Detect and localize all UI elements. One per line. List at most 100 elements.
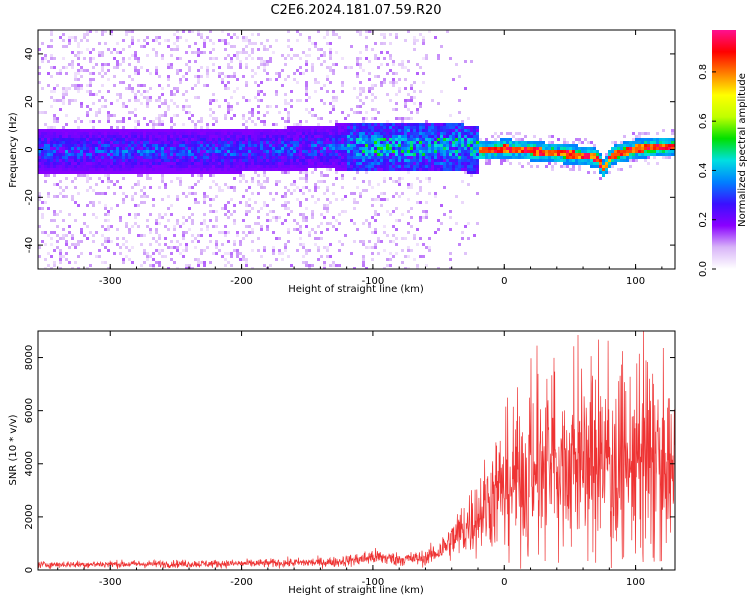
- heatmap-cell: [146, 162, 149, 165]
- heatmap-cell: [266, 147, 269, 150]
- heatmap-cell: [182, 162, 185, 165]
- heatmap-cell: [101, 180, 104, 183]
- heatmap-cell: [92, 159, 95, 162]
- heatmap-cell: [89, 72, 92, 75]
- heatmap-cell: [365, 132, 368, 135]
- heatmap-cell: [377, 144, 380, 147]
- heatmap-cell: [62, 93, 65, 96]
- heatmap-cell: [59, 186, 62, 189]
- heatmap-cell: [422, 255, 425, 258]
- heatmap-cell: [332, 159, 335, 162]
- heatmap-cell: [89, 78, 92, 81]
- heatmap-cell: [209, 261, 212, 264]
- heatmap-cell: [44, 159, 47, 162]
- heatmap-cell: [50, 141, 53, 144]
- heatmap-cell: [440, 45, 443, 48]
- heatmap-cell: [47, 84, 50, 87]
- heatmap-cell: [482, 147, 485, 150]
- heatmap-cell: [428, 159, 431, 162]
- heatmap-cell: [323, 153, 326, 156]
- heatmap-cell: [131, 36, 134, 39]
- heatmap-cell: [284, 165, 287, 168]
- heatmap-cell: [239, 60, 242, 63]
- heatmap-cell: [308, 48, 311, 51]
- heatmap-cell: [275, 93, 278, 96]
- heatmap-cell: [449, 57, 452, 60]
- heatmap-cell: [86, 111, 89, 114]
- heatmap-cell: [122, 105, 125, 108]
- heatmap-cell: [149, 243, 152, 246]
- heatmap-cell: [137, 84, 140, 87]
- heatmap-cell: [389, 150, 392, 153]
- heatmap-cell: [212, 141, 215, 144]
- snr-y-tick-label: 6000: [24, 398, 35, 423]
- heatmap-cell: [323, 126, 326, 129]
- heatmap-cell: [182, 147, 185, 150]
- heatmap-cell: [464, 138, 467, 141]
- heatmap-cell: [212, 252, 215, 255]
- heatmap-cell: [92, 171, 95, 174]
- heatmap-cell: [242, 96, 245, 99]
- heatmap-cell: [239, 159, 242, 162]
- heatmap-cell: [269, 210, 272, 213]
- heatmap-cell: [344, 147, 347, 150]
- heatmap-cell: [284, 141, 287, 144]
- heatmap-cell: [218, 66, 221, 69]
- heatmap-cell: [401, 147, 404, 150]
- heatmap-cell: [233, 249, 236, 252]
- heatmap-cell: [242, 237, 245, 240]
- heatmap-cell: [122, 165, 125, 168]
- heatmap-cell: [110, 162, 113, 165]
- heatmap-cell: [113, 66, 116, 69]
- heatmap-cell: [440, 168, 443, 171]
- heatmap-cell: [266, 177, 269, 180]
- heatmap-cell: [332, 141, 335, 144]
- heatmap-cell: [41, 156, 44, 159]
- heatmap-cell: [176, 159, 179, 162]
- heatmap-cell: [332, 30, 335, 33]
- heatmap-cell: [65, 132, 68, 135]
- heatmap-cell: [275, 216, 278, 219]
- heatmap-cell: [422, 72, 425, 75]
- heatmap-cell: [644, 156, 647, 159]
- heatmap-cell: [353, 153, 356, 156]
- heatmap-cell: [251, 69, 254, 72]
- heatmap-cell: [374, 168, 377, 171]
- heatmap-cell: [176, 129, 179, 132]
- heatmap-cell: [380, 129, 383, 132]
- heatmap-cell: [62, 129, 65, 132]
- heatmap-cell: [437, 138, 440, 141]
- snr-x-tick-label: 0: [501, 577, 507, 588]
- heatmap-cell: [242, 195, 245, 198]
- heatmap-cell: [200, 75, 203, 78]
- heatmap-cell: [440, 141, 443, 144]
- heatmap-cell: [92, 129, 95, 132]
- heatmap-cell: [671, 150, 674, 153]
- heatmap-cell: [203, 141, 206, 144]
- heatmap-cell: [386, 141, 389, 144]
- heatmap-cell: [107, 120, 110, 123]
- heatmap-cell: [494, 156, 497, 159]
- heatmap-cell: [569, 144, 572, 147]
- heatmap-cell: [437, 165, 440, 168]
- heatmap-cell: [140, 153, 143, 156]
- heatmap-cell: [233, 150, 236, 153]
- heatmap-cell: [362, 126, 365, 129]
- heatmap-cell: [44, 180, 47, 183]
- heatmap-cell: [287, 150, 290, 153]
- heatmap-cell: [71, 60, 74, 63]
- heatmap-cell: [305, 87, 308, 90]
- heatmap-cell: [368, 222, 371, 225]
- heatmap-cell: [125, 165, 128, 168]
- heatmap-cell: [194, 135, 197, 138]
- heatmap-cell: [233, 210, 236, 213]
- heatmap-cell: [284, 192, 287, 195]
- heatmap-cell: [209, 144, 212, 147]
- heatmap-cell: [191, 162, 194, 165]
- heatmap-cell: [152, 258, 155, 261]
- heatmap-cell: [374, 57, 377, 60]
- heatmap-cell: [155, 129, 158, 132]
- heatmap-cell: [359, 240, 362, 243]
- heatmap-cell: [245, 99, 248, 102]
- heatmap-cell: [374, 138, 377, 141]
